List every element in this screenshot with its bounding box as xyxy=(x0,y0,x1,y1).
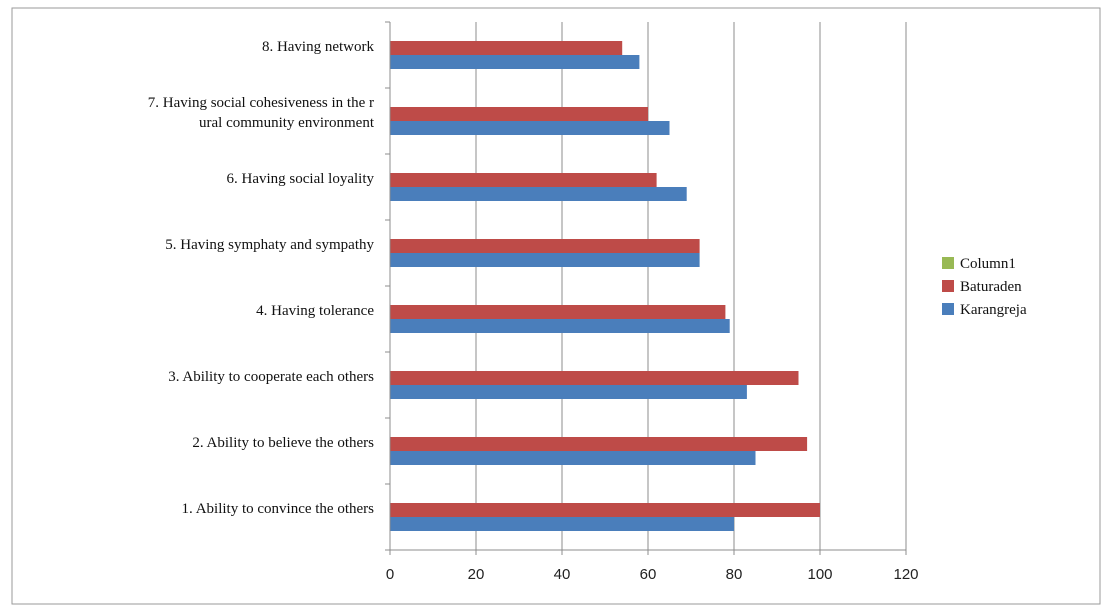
category-label: 5. Having symphaty and sympathy xyxy=(165,237,374,253)
bar-karangreja xyxy=(390,517,734,531)
category-label: 2. Ability to believe the others xyxy=(192,435,374,451)
x-tick-label: 80 xyxy=(726,566,743,583)
bar-baturaden xyxy=(390,173,657,187)
bars-layer xyxy=(390,41,820,531)
x-tick-label: 120 xyxy=(893,566,918,583)
category-label: ural community environment xyxy=(199,115,375,131)
bar-karangreja xyxy=(390,253,700,267)
x-tick-labels: 0 20 40 60 80 100 120 xyxy=(386,566,919,583)
x-tick-label: 60 xyxy=(640,566,657,583)
bar-baturaden xyxy=(390,107,648,121)
legend-label: Baturaden xyxy=(960,279,1022,295)
category-labels: 1. Ability to convince the others 2. Abil… xyxy=(148,39,375,517)
bar-baturaden xyxy=(390,371,799,385)
x-tick-label: 40 xyxy=(554,566,571,583)
category-label: 8. Having network xyxy=(262,39,375,55)
category-label: 1. Ability to convince the others xyxy=(182,501,375,517)
bar-karangreja xyxy=(390,451,756,465)
bar-karangreja xyxy=(390,319,730,333)
bar-karangreja xyxy=(390,187,687,201)
category-label: 6. Having social loyality xyxy=(227,171,375,187)
bar-baturaden xyxy=(390,503,820,517)
x-tick-label: 20 xyxy=(468,566,485,583)
category-label: 4. Having tolerance xyxy=(256,303,374,319)
legend-swatch xyxy=(942,280,954,292)
bar-baturaden xyxy=(390,239,700,253)
bar-baturaden xyxy=(390,41,623,55)
legend-label: Karangreja xyxy=(960,302,1027,318)
legend-label: Column1 xyxy=(960,256,1016,272)
bar-baturaden xyxy=(390,305,726,319)
bar-karangreja xyxy=(390,385,747,399)
category-label: 7. Having social cohesiveness in the r xyxy=(148,95,374,111)
bar-karangreja xyxy=(390,55,640,69)
chart-frame xyxy=(11,7,1101,605)
axis-layer xyxy=(385,21,907,555)
legend: Column1 Baturaden Karangreja xyxy=(942,256,1027,318)
legend-swatch xyxy=(942,303,954,315)
grid-layer xyxy=(475,22,907,550)
x-tick-label: 100 xyxy=(807,566,832,583)
category-label: 3. Ability to cooperate each others xyxy=(168,369,374,385)
x-tick-label: 0 xyxy=(386,566,394,583)
bar-karangreja xyxy=(390,121,670,135)
legend-swatch xyxy=(942,257,954,269)
bar-baturaden xyxy=(390,437,808,451)
